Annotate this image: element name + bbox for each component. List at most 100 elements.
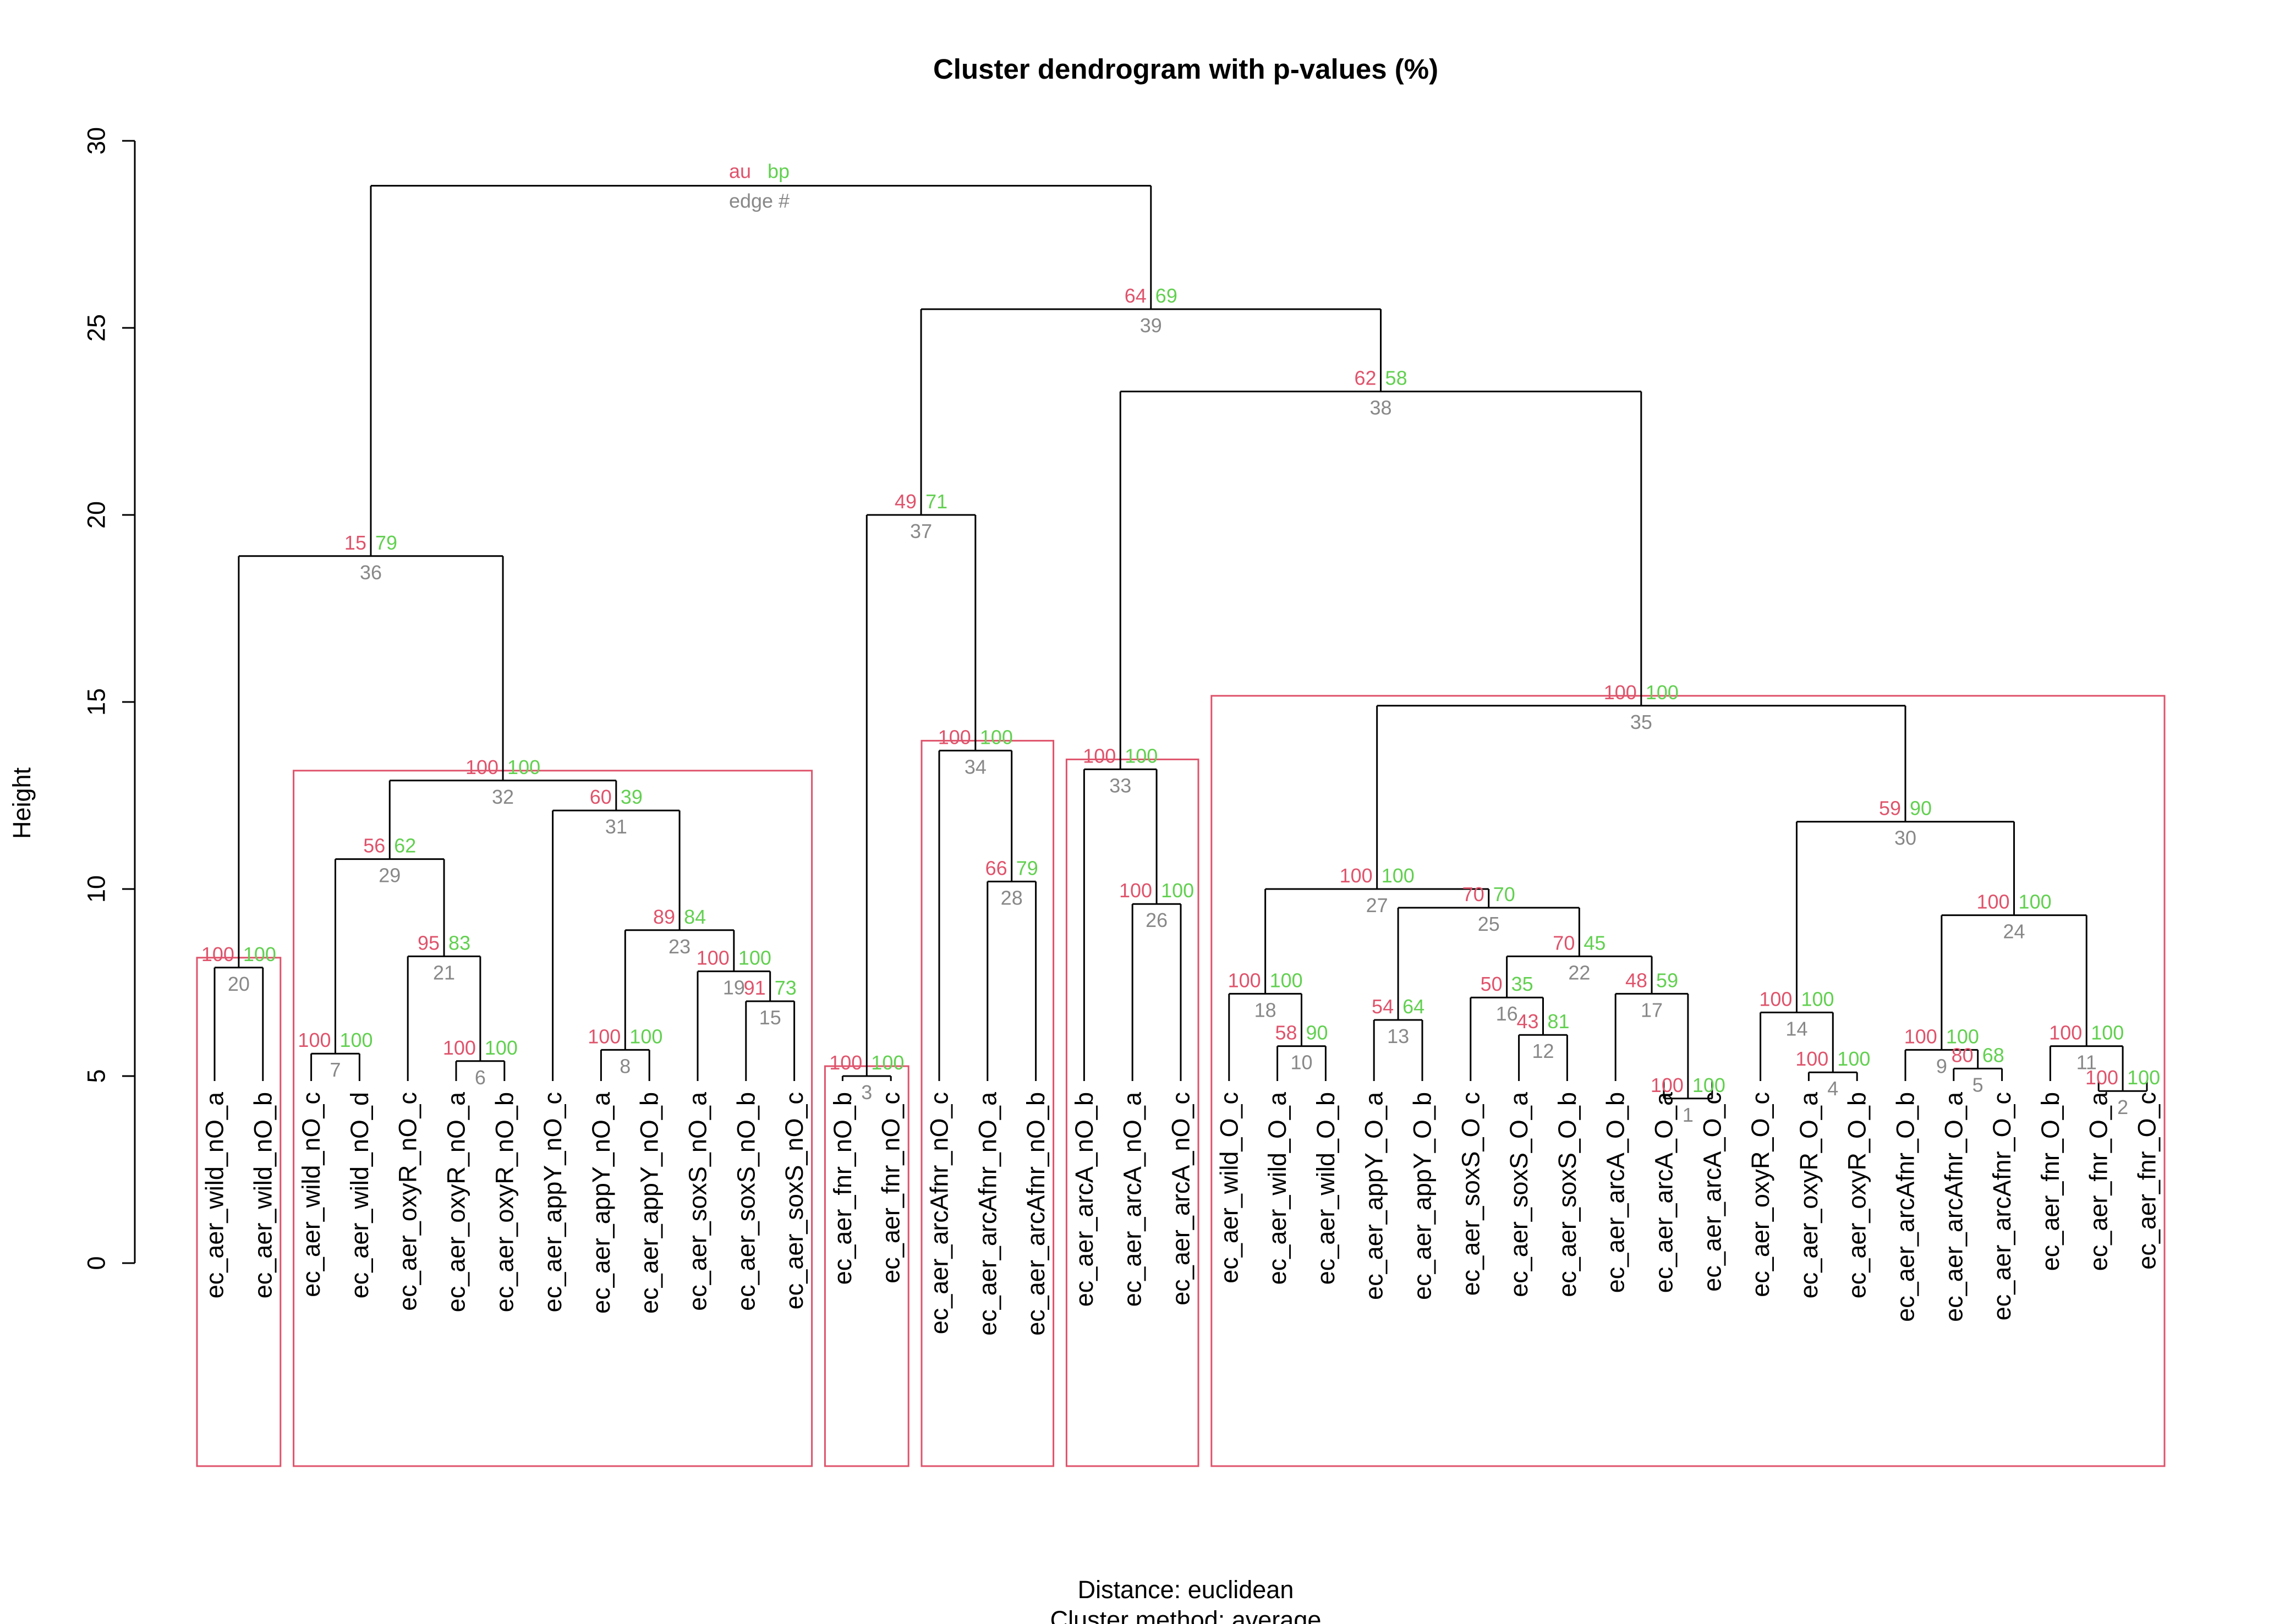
bp-value-14: 100 <box>1801 987 1834 1010</box>
leaf-label: ec_aer_oxyR_O_a <box>1795 1091 1823 1298</box>
au-value-24: 100 <box>1976 891 2009 913</box>
legend: au bp edge # <box>729 160 790 212</box>
leaf-label: ec_aer_appY_nO_b <box>635 1092 664 1314</box>
bp-value-34: 100 <box>980 726 1013 748</box>
edge-number-2: 2 <box>2117 1096 2128 1118</box>
edge-number-14: 14 <box>1785 1017 1807 1040</box>
au-value-33: 100 <box>1083 744 1116 767</box>
bp-value-6: 100 <box>485 1036 518 1059</box>
au-value-30: 59 <box>1879 797 1901 820</box>
y-tick-label: 10 <box>83 875 111 903</box>
y-tick-label: 25 <box>83 314 111 342</box>
bp-value-21: 83 <box>448 931 470 954</box>
au-value-27: 100 <box>1340 864 1373 887</box>
leaf-label: ec_aer_wild_O_b <box>1312 1092 1340 1285</box>
au-value-22: 70 <box>1553 931 1575 954</box>
leaf-label: ec_aer_soxS_nO_c <box>780 1092 808 1309</box>
au-value-11: 100 <box>2049 1022 2082 1044</box>
leaf-label: ec_aer_wild_nO_a <box>201 1091 229 1298</box>
bp-value-4: 100 <box>1837 1047 1870 1070</box>
leaf-label: ec_aer_wild_nO_c <box>297 1092 325 1297</box>
leaf-label: ec_aer_arcAfnr_nO_c <box>925 1092 954 1334</box>
au-value-18: 100 <box>1228 969 1261 991</box>
bp-value-19: 100 <box>738 947 771 969</box>
bp-value-1: 100 <box>1692 1074 1725 1096</box>
au-value-38: 62 <box>1355 367 1377 389</box>
au-value-5: 80 <box>1952 1044 1974 1066</box>
leaf-label: ec_aer_soxS_nO_b <box>732 1092 760 1311</box>
au-value-35: 100 <box>1604 681 1637 704</box>
y-tick-label: 15 <box>83 688 111 716</box>
au-value-29: 56 <box>363 835 385 857</box>
edge-number-23: 23 <box>668 935 691 958</box>
leaf-label: ec_aer_fnr_O_a <box>2085 1091 2113 1271</box>
au-value-3: 100 <box>829 1051 862 1074</box>
edge-number-30: 30 <box>1894 827 1916 849</box>
au-value-17: 48 <box>1625 969 1647 991</box>
leaf-label: ec_aer_soxS_O_b <box>1553 1092 1581 1297</box>
leaf-label: ec_aer_arcA_O_c <box>1698 1092 1726 1292</box>
au-value-2: 100 <box>2085 1066 2118 1089</box>
edge-number-35: 35 <box>1630 711 1652 733</box>
edge-number-20: 20 <box>228 973 250 995</box>
bp-value-12: 81 <box>1548 1010 1570 1033</box>
edge-number-12: 12 <box>1532 1040 1554 1062</box>
edge-number-33: 33 <box>1109 774 1131 797</box>
bp-value-32: 100 <box>507 756 540 778</box>
au-value-36: 15 <box>344 531 366 554</box>
leaf-label: ec_aer_appY_O_a <box>1360 1091 1388 1300</box>
edge-number-6: 6 <box>475 1066 486 1089</box>
edge-number-1: 1 <box>1683 1104 1694 1126</box>
y-tick-label: 30 <box>83 127 111 155</box>
bp-value-36: 79 <box>375 531 397 554</box>
leaf-label: ec_aer_appY_O_b <box>1409 1092 1437 1300</box>
leaf-label: ec_aer_wild_O_a <box>1263 1091 1291 1285</box>
au-value-9: 100 <box>1904 1025 1937 1047</box>
au-value-15: 91 <box>744 976 766 999</box>
leaf-label: ec_aer_soxS_nO_a <box>684 1091 712 1311</box>
leaf-label: ec_aer_wild_O_c <box>1215 1092 1243 1283</box>
leaf-label: ec_aer_arcA_nO_c <box>1167 1092 1195 1305</box>
bp-value-13: 64 <box>1402 995 1424 1018</box>
edge-number-15: 15 <box>759 1006 781 1029</box>
leaf-label: ec_aer_arcAfnr_nO_b <box>1022 1092 1050 1336</box>
au-value-39: 64 <box>1125 284 1147 307</box>
au-value-10: 58 <box>1275 1022 1297 1044</box>
au-value-23: 89 <box>653 906 675 928</box>
leaf-label: ec_aer_fnr_nO_c <box>877 1092 905 1283</box>
bp-value-15: 73 <box>775 976 797 999</box>
edge-number-3: 3 <box>861 1081 872 1104</box>
au-value-31: 60 <box>590 786 612 808</box>
bp-value-9: 100 <box>1946 1025 1979 1047</box>
edge-number-16: 16 <box>1496 1002 1518 1025</box>
bp-value-2: 100 <box>2127 1066 2160 1089</box>
edge-number-27: 27 <box>1366 894 1388 917</box>
au-value-25: 70 <box>1462 883 1484 906</box>
bp-value-30: 90 <box>1910 797 1932 820</box>
leaf-label: ec_aer_oxyR_O_b <box>1843 1092 1871 1298</box>
edge-number-18: 18 <box>1254 998 1276 1021</box>
au-value-16: 50 <box>1481 973 1503 995</box>
y-axis-label: Height <box>8 767 36 839</box>
bp-value-26: 100 <box>1161 879 1194 902</box>
au-value-12: 43 <box>1516 1010 1538 1033</box>
leaf-label: ec_aer_soxS_O_a <box>1505 1091 1533 1297</box>
cluster-rects <box>196 695 2166 1467</box>
edge-number-10: 10 <box>1290 1051 1312 1074</box>
leaf-labels: ec_aer_wild_nO_a ec_aer_wild_nO_b ec_aer_w… <box>201 1091 2161 1336</box>
edge-number-5: 5 <box>1972 1073 1983 1096</box>
au-value-26: 100 <box>1119 879 1152 902</box>
bp-value-16: 35 <box>1511 973 1533 995</box>
edge-number-26: 26 <box>1146 909 1168 931</box>
leaf-label: ec_aer_oxyR_nO_a <box>442 1091 470 1312</box>
au-value-20: 100 <box>201 943 234 965</box>
legend-bp: bp <box>768 160 790 183</box>
bp-value-24: 100 <box>2019 891 2052 913</box>
cluster-rect-2 <box>293 770 813 1467</box>
cluster-rect-4 <box>920 739 1055 1467</box>
bp-value-27: 100 <box>1382 864 1415 887</box>
edge-number-13: 13 <box>1387 1025 1409 1047</box>
au-value-6: 100 <box>443 1036 476 1059</box>
bp-value-29: 62 <box>394 835 416 857</box>
